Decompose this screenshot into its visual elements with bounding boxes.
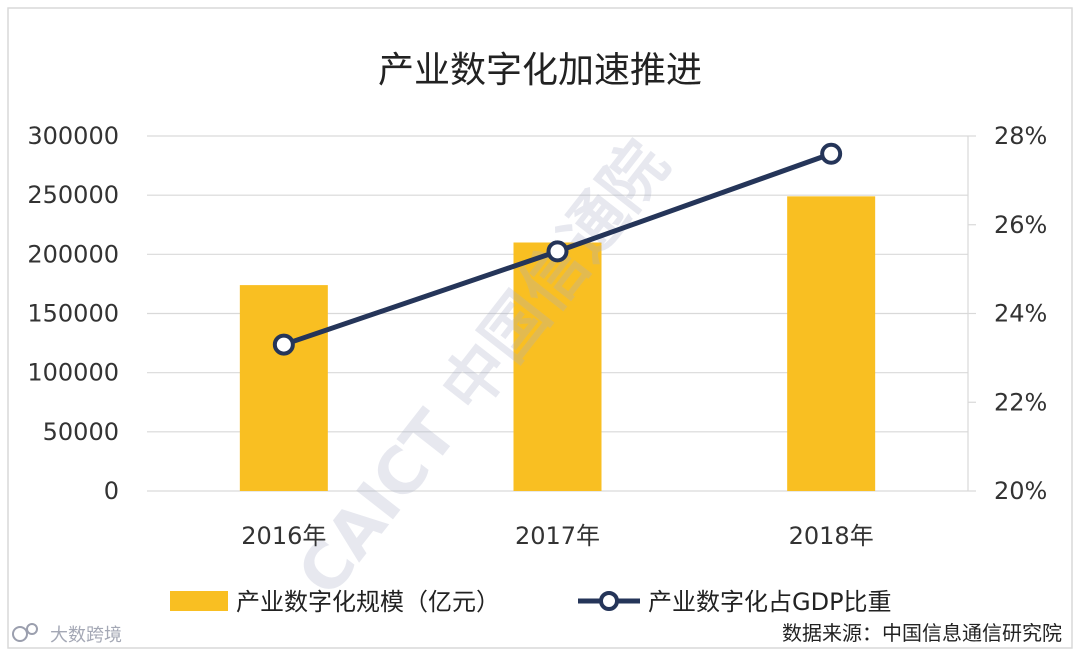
legend-bar-swatch [170,591,228,611]
bar [239,285,328,491]
left-tick-label: 300000 [27,122,119,150]
source-note: 数据来源：中国信息通信研究院 [782,621,1062,645]
right-tick-label: 24% [994,300,1047,328]
right-tick-label: 20% [994,477,1047,505]
bar [513,242,602,491]
left-axis-ticks: 0 50000 100000 150000 200000 250000 300000 [27,122,119,505]
category-label: 2018年 [789,522,874,550]
line-point [820,142,843,165]
corner-mark-text: 大数跨境 [50,625,122,646]
legend-line-marker [599,591,619,611]
line-point [546,240,569,263]
corner-mark: 大数跨境 [12,623,122,646]
chart-title: 产业数字化加速推进 [378,50,702,91]
category-label: 2016年 [241,522,326,550]
left-tick-label: 200000 [27,240,119,268]
bar [787,196,876,491]
legend-bar-label: 产业数字化规模（亿元） [236,588,500,616]
left-tick-label: 250000 [27,181,119,209]
left-tick-label: 0 [104,477,119,505]
left-tick-label: 50000 [43,418,119,446]
corner-logo-icon [12,626,28,642]
line-series [272,142,843,356]
right-tick-label: 26% [994,211,1047,239]
category-label: 2017年 [515,522,600,550]
category-labels: 2016年 2017年 2018年 [241,522,873,550]
line-point [272,333,295,356]
left-tick-label: 150000 [27,300,119,328]
left-tick-label: 100000 [27,359,119,387]
legend: 产业数字化规模（亿元） 产业数字化占GDP比重 [170,588,892,616]
bar-series [239,196,876,491]
corner-logo-icon-2 [26,623,38,635]
right-tick-label: 28% [994,122,1047,150]
right-axis-ticks: 20% 22% 24% 26% 28% [994,122,1047,505]
right-tick-label: 22% [994,388,1047,416]
legend-line-label: 产业数字化占GDP比重 [648,588,892,616]
